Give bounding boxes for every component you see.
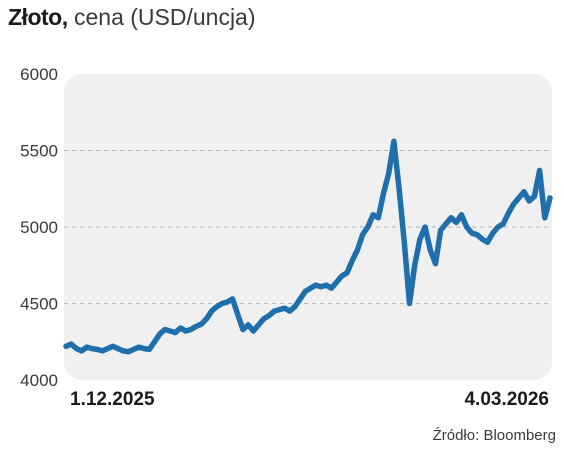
chart-title-unit: cena (USD/uncja) xyxy=(73,4,256,30)
price-line-layer xyxy=(63,138,553,355)
y-tick-label-5500: 5500 xyxy=(20,142,58,161)
y-tick-label-4500: 4500 xyxy=(20,295,58,314)
source-label: Źródło: Bloomberg xyxy=(432,427,556,444)
x-tick-label-1: 4.03.2026 xyxy=(464,389,549,410)
price-line xyxy=(63,138,553,355)
y-tick-label-5000: 5000 xyxy=(20,218,58,237)
grid-lines xyxy=(64,150,552,304)
y-tick-label-6000: 6000 xyxy=(20,65,58,84)
chart-title-main: Złoto, xyxy=(8,4,68,30)
x-axis-tick-labels: 1.12.2025 4.03.2026 xyxy=(70,389,549,410)
y-tick-label-4000: 4000 xyxy=(20,371,58,390)
chart-title: Złoto, cena (USD/uncja) xyxy=(8,6,256,29)
x-tick-label-0: 1.12.2025 xyxy=(70,389,155,410)
y-axis-tick-labels: 4000 4500 5000 5500 6000 xyxy=(20,65,58,390)
